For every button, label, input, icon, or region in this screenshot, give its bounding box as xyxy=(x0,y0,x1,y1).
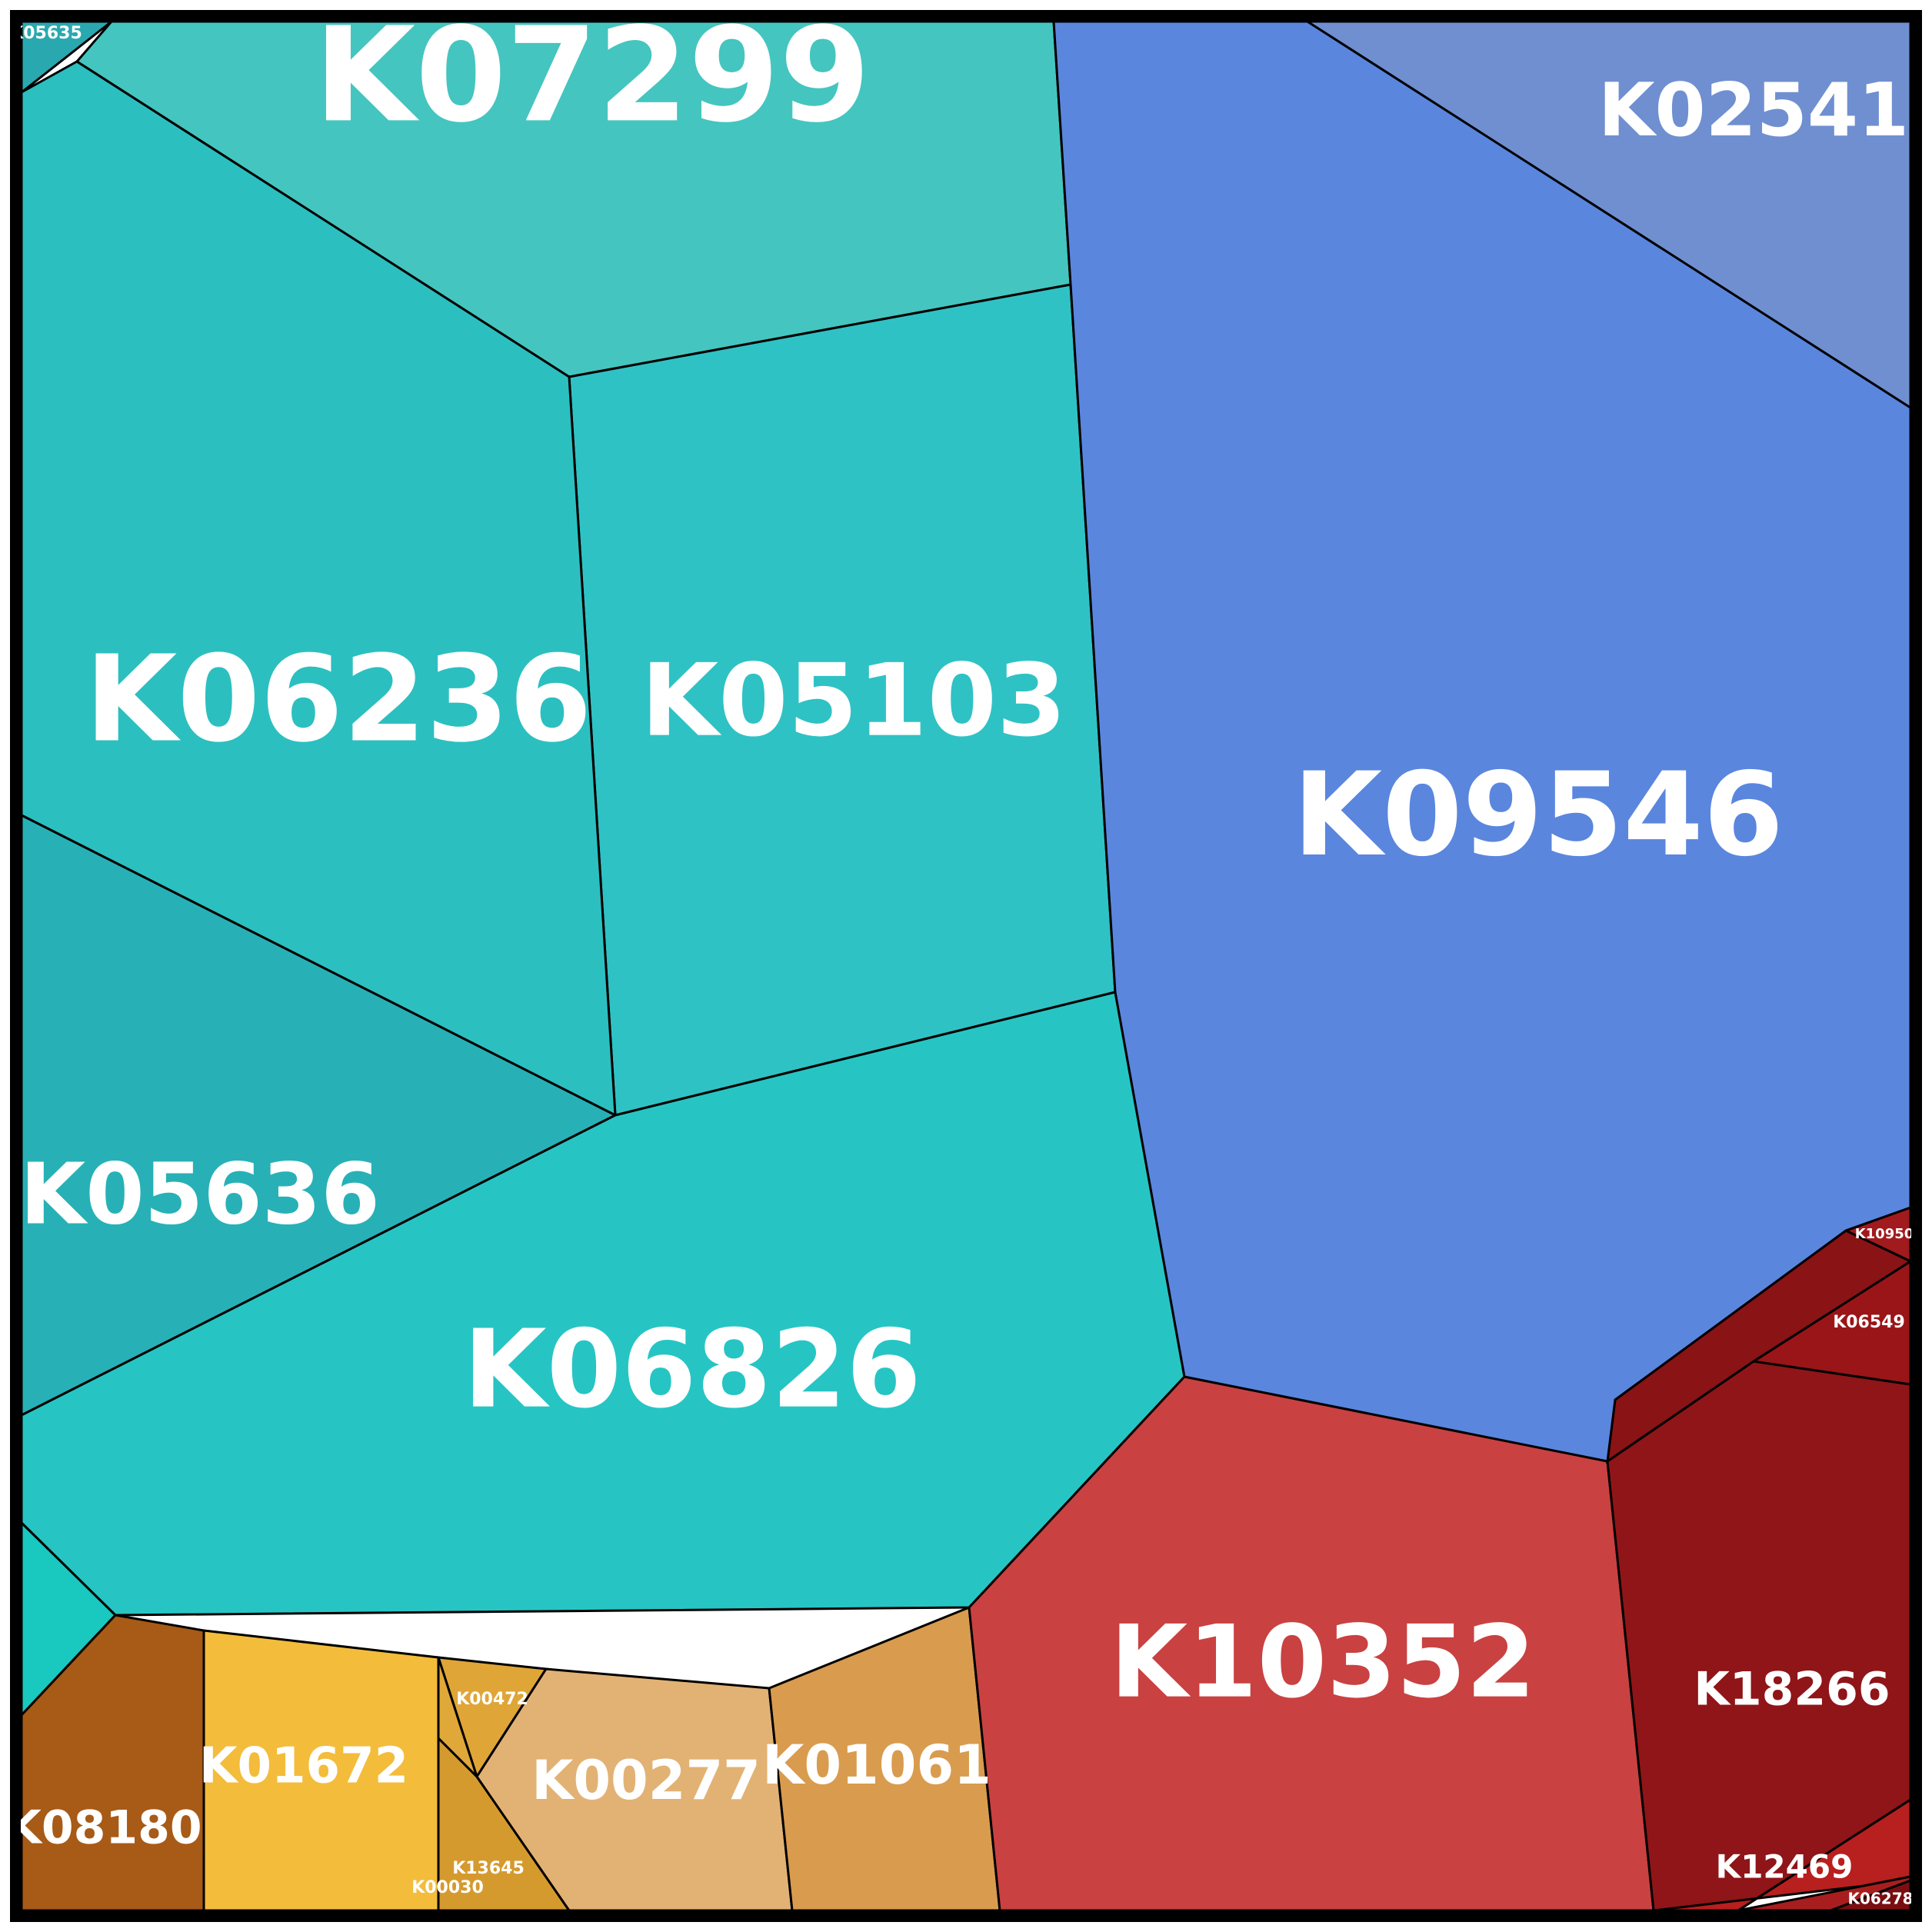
cell-label-K06549: K06549 xyxy=(1833,1313,1905,1332)
cell-label-K07299: K07299 xyxy=(314,0,870,152)
cell-label-K13645: K13645 xyxy=(452,1859,525,1878)
cell-label-K02541: K02541 xyxy=(1598,68,1909,153)
cell-label-K05103: K05103 xyxy=(641,642,1066,759)
cell-label-K18266: K18266 xyxy=(1694,1663,1890,1717)
cell-label-K01061: K01061 xyxy=(762,1734,991,1797)
cell-label-K10950: K10950 xyxy=(1855,1226,1914,1242)
cell-label-K10352: K10352 xyxy=(1110,1604,1535,1720)
cell-label-K00277: K00277 xyxy=(531,1749,761,1812)
cell-label-K06236: K06236 xyxy=(85,629,591,768)
cell-label-K08180: K08180 xyxy=(5,1801,202,1855)
cell-label-K05635: K05635 xyxy=(10,24,82,43)
cell-label-K00472: K00472 xyxy=(456,1690,528,1709)
cell-label-K06826: K06826 xyxy=(463,1307,921,1433)
cell-label-K09546: K09546 xyxy=(1293,748,1784,882)
cell-label-K05636: K05636 xyxy=(20,1144,380,1243)
cell-label-K12469: K12469 xyxy=(1716,1848,1854,1886)
cell-label-K01672: K01672 xyxy=(199,1738,408,1795)
cell-label-K00030: K00030 xyxy=(411,1878,484,1897)
cell-label-K06278: K06278 xyxy=(1847,1890,1913,1908)
